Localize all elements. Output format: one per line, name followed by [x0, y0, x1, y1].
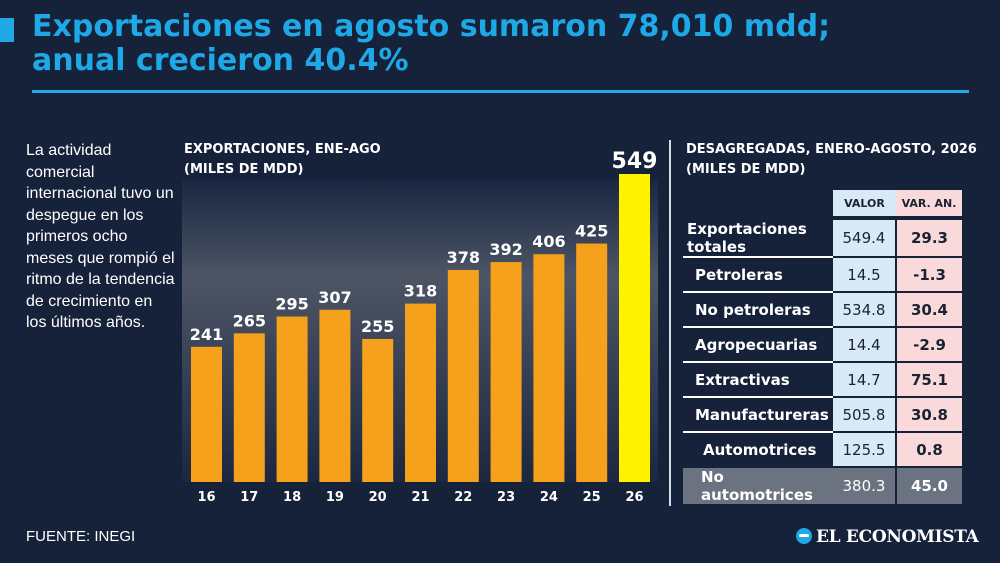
table-row: Extractivas 14.7 75.1 [683, 361, 962, 397]
bar-21 [405, 303, 436, 482]
bar-19 [319, 309, 351, 482]
row-label: Automotrices [683, 431, 833, 467]
data-label-21: 318 [404, 282, 437, 301]
row-label: No automotrices [683, 466, 833, 504]
data-label-26: 549 [612, 149, 658, 174]
row-var: 0.8 [896, 431, 962, 467]
title-line-2: anual crecieron 40.4% [32, 43, 409, 78]
table-row: Agropecuarias 14.4 -2.9 [683, 326, 962, 362]
data-label-20: 255 [361, 317, 394, 336]
title-accent-mark [0, 18, 14, 42]
row-var: 75.1 [896, 361, 962, 397]
data-label-24: 406 [532, 232, 565, 251]
x-tick-label-18: 18 [283, 490, 301, 505]
data-label-18: 295 [275, 294, 308, 313]
title-line-1: Exportaciones en agosto sumaron 78,010 m… [32, 9, 831, 44]
table-title-line-1: DESAGREGADAS, ENERO-AGOSTO, 2026 [686, 142, 977, 157]
x-tick-label-16: 16 [197, 490, 215, 505]
data-label-23: 392 [489, 240, 522, 259]
row-valor: 549.4 [833, 217, 897, 257]
bar-16 [191, 346, 222, 482]
table-row: Automotrices 125.5 0.8 [683, 431, 962, 467]
x-tick-label-21: 21 [411, 490, 429, 505]
intro-text: La actividad comercial internacional tuv… [26, 142, 175, 331]
row-valor: 14.4 [833, 326, 897, 362]
data-label-22: 378 [447, 248, 480, 267]
row-label: No petroleras [683, 291, 833, 327]
brand-logo: EL ECONOMISTA [796, 527, 979, 547]
page-title: Exportaciones en agosto sumaron 78,010 m… [32, 10, 972, 78]
x-tick-label-22: 22 [454, 490, 472, 505]
bar-23 [490, 262, 522, 482]
source-note: FUENTE: INEGI [26, 528, 136, 545]
row-label: Exportaciones totales [683, 217, 833, 257]
row-var: 45.0 [896, 466, 962, 504]
bar-18 [276, 316, 308, 482]
data-label-17: 265 [233, 311, 266, 330]
row-label: Extractivas [683, 361, 833, 397]
row-label: Manufactureras [683, 396, 833, 432]
row-valor: 505.8 [833, 396, 897, 432]
x-tick-label-24: 24 [540, 490, 558, 505]
row-var: -2.9 [896, 326, 962, 362]
x-tick-label-25: 25 [583, 490, 601, 505]
column-header-var: VAR. AN. [896, 190, 962, 220]
column-header-valor: VALOR [833, 190, 896, 220]
row-var: 29.3 [896, 217, 962, 257]
row-valor: 14.5 [833, 256, 897, 292]
section-divider [669, 140, 671, 506]
table-title: DESAGREGADAS, ENERO-AGOSTO, 2026 (MILES … [686, 140, 977, 180]
row-valor: 534.8 [833, 291, 897, 327]
bar-24 [533, 254, 565, 482]
chart-title: EXPORTACIONES, ENE-AGO (MILES DE MDD) [184, 140, 381, 180]
table-row: No petroleras 534.8 30.4 [683, 291, 962, 327]
brand-name: EL ECONOMISTA [816, 527, 979, 547]
row-valor: 125.5 [833, 431, 897, 467]
row-label: Agropecuarias [683, 326, 833, 362]
x-tick-label-19: 19 [326, 490, 344, 505]
row-valor: 380.3 [833, 466, 897, 504]
table-row: Petroleras 14.5 -1.3 [683, 256, 962, 292]
chart-title-line-1: EXPORTACIONES, ENE-AGO [184, 142, 381, 157]
table-title-line-2: (MILES DE MDD) [686, 162, 806, 177]
brand-icon [796, 528, 812, 544]
bar-26 [619, 174, 650, 482]
breakdown-table: VALOR VAR. AN. Exportaciones totales 549… [683, 190, 962, 504]
table-header-row: VALOR VAR. AN. [683, 190, 962, 220]
row-var: 30.8 [896, 396, 962, 432]
bar-20 [362, 338, 394, 482]
data-label-25: 425 [575, 222, 608, 241]
data-label-16: 241 [190, 325, 223, 344]
table-row: Exportaciones totales 549.4 29.3 [683, 217, 962, 257]
table-row: Manufactureras 505.8 30.8 [683, 396, 962, 432]
table-row-total: No automotrices 380.3 45.0 [683, 466, 962, 504]
row-valor: 14.7 [833, 361, 897, 397]
row-var: -1.3 [896, 256, 962, 292]
x-tick-label-17: 17 [240, 490, 258, 505]
bar-25 [576, 243, 608, 482]
title-underline [32, 90, 969, 93]
x-tick-label-20: 20 [369, 490, 387, 505]
bar-17 [233, 333, 265, 482]
bar-22 [447, 269, 479, 482]
row-label: Petroleras [683, 256, 833, 292]
table-header-blank [683, 190, 833, 220]
x-tick-label-23: 23 [497, 490, 515, 505]
data-label-19: 307 [318, 288, 351, 307]
x-tick-label-26: 26 [625, 490, 643, 505]
row-var: 30.4 [896, 291, 962, 327]
chart-title-line-2: (MILES DE MDD) [184, 162, 304, 177]
